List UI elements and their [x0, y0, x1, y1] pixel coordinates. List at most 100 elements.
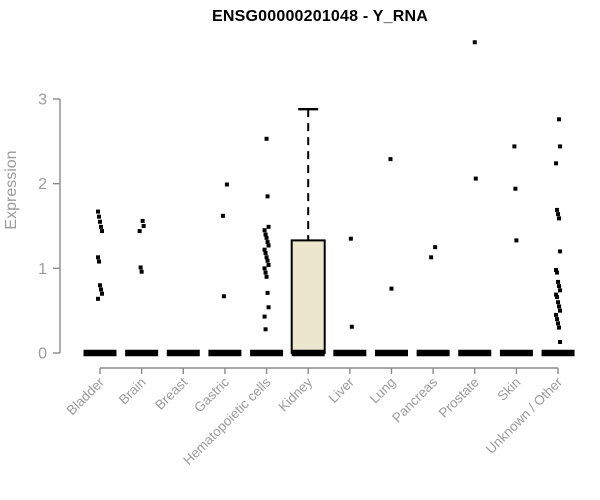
- data-point: [96, 255, 100, 260]
- y-tick-label: 1: [38, 261, 47, 278]
- data-point: [99, 224, 103, 229]
- data-point: [554, 161, 559, 166]
- data-point: [97, 259, 101, 264]
- x-category-label: Gastric: [191, 374, 232, 415]
- data-point: [266, 262, 271, 267]
- zero-median-bar: [83, 349, 117, 357]
- data-point: [98, 219, 102, 224]
- data-point: [556, 279, 561, 284]
- zero-median-bar: [291, 349, 325, 357]
- zero-median-bar: [416, 349, 450, 357]
- y-tick-label: 2: [38, 176, 47, 193]
- data-point: [263, 327, 268, 332]
- data-point: [429, 255, 434, 260]
- data-point: [139, 269, 144, 274]
- data-point: [555, 317, 560, 322]
- zero-median-bar: [499, 349, 533, 357]
- zero-median-bar: [458, 349, 492, 357]
- zero-median-bar: [166, 349, 200, 357]
- x-category-label: Kidney: [276, 374, 316, 414]
- data-point: [264, 255, 269, 260]
- data-point: [262, 314, 267, 319]
- data-point: [266, 243, 271, 248]
- data-point: [262, 247, 267, 252]
- data-point: [100, 291, 104, 296]
- data-point: [557, 284, 562, 289]
- data-point: [389, 286, 394, 291]
- data-point: [348, 236, 353, 241]
- data-point: [349, 324, 354, 329]
- data-point: [556, 212, 561, 217]
- y-tick-label: 0: [38, 346, 47, 363]
- data-point: [138, 265, 143, 270]
- zero-median-bar: [125, 349, 159, 357]
- data-point: [558, 249, 563, 254]
- data-point: [263, 251, 268, 256]
- data-point: [555, 270, 560, 275]
- data-point: [98, 283, 102, 288]
- data-point: [388, 157, 393, 162]
- boxplot-box: [290, 239, 326, 354]
- data-point: [263, 270, 268, 275]
- data-point: [264, 274, 269, 279]
- data-point: [99, 287, 103, 292]
- data-point: [220, 213, 225, 218]
- data-point: [265, 290, 270, 295]
- data-point: [224, 182, 229, 187]
- x-category-label: Prostate: [436, 375, 482, 421]
- zero-median-bar: [541, 349, 575, 357]
- data-point: [554, 312, 559, 317]
- data-point: [558, 339, 563, 344]
- data-point: [558, 144, 563, 149]
- data-point: [554, 292, 559, 297]
- data-point: [558, 288, 563, 293]
- data-point: [473, 176, 478, 181]
- x-category-label: Lung: [367, 375, 399, 407]
- data-point: [555, 207, 560, 212]
- data-point: [265, 240, 270, 245]
- data-point: [433, 245, 438, 250]
- data-point: [556, 300, 561, 305]
- data-point: [557, 117, 562, 122]
- data-point: [266, 224, 271, 229]
- data-point: [265, 258, 270, 263]
- x-category-label: Liver: [326, 374, 358, 406]
- zero-median-bar: [250, 349, 284, 357]
- y-axis-label: Expression: [3, 150, 20, 230]
- x-category-label: Brain: [116, 375, 149, 408]
- zero-median-bar: [374, 349, 408, 357]
- data-point: [262, 266, 267, 271]
- zero-median-bar: [208, 349, 242, 357]
- y-tick-label: 3: [38, 91, 47, 108]
- zero-median-bar: [333, 349, 367, 357]
- x-category-label: Breast: [152, 374, 190, 412]
- x-category-label: Unknown / Other: [483, 374, 566, 457]
- data-point: [96, 296, 100, 301]
- data-point: [557, 304, 562, 309]
- chart-title: ENSG00000201048 - Y_RNA: [212, 8, 428, 25]
- data-point: [96, 209, 100, 214]
- data-point: [97, 214, 101, 219]
- data-point: [557, 325, 562, 330]
- data-point: [556, 321, 561, 326]
- data-point: [221, 294, 226, 299]
- data-point: [266, 305, 271, 310]
- data-point: [262, 228, 267, 233]
- data-point: [557, 216, 562, 221]
- data-point: [514, 238, 519, 243]
- data-point: [472, 40, 477, 45]
- x-category-label: Skin: [494, 375, 523, 404]
- data-point: [100, 229, 104, 234]
- data-point: [554, 268, 559, 273]
- data-point: [141, 223, 146, 228]
- data-point: [264, 235, 269, 240]
- x-category-label: Bladder: [64, 374, 108, 418]
- x-category-label: Pancreas: [389, 374, 440, 425]
- data-point: [263, 232, 268, 237]
- data-point: [137, 229, 142, 234]
- data-point: [512, 144, 517, 149]
- data-point: [513, 186, 518, 191]
- data-point: [264, 136, 269, 141]
